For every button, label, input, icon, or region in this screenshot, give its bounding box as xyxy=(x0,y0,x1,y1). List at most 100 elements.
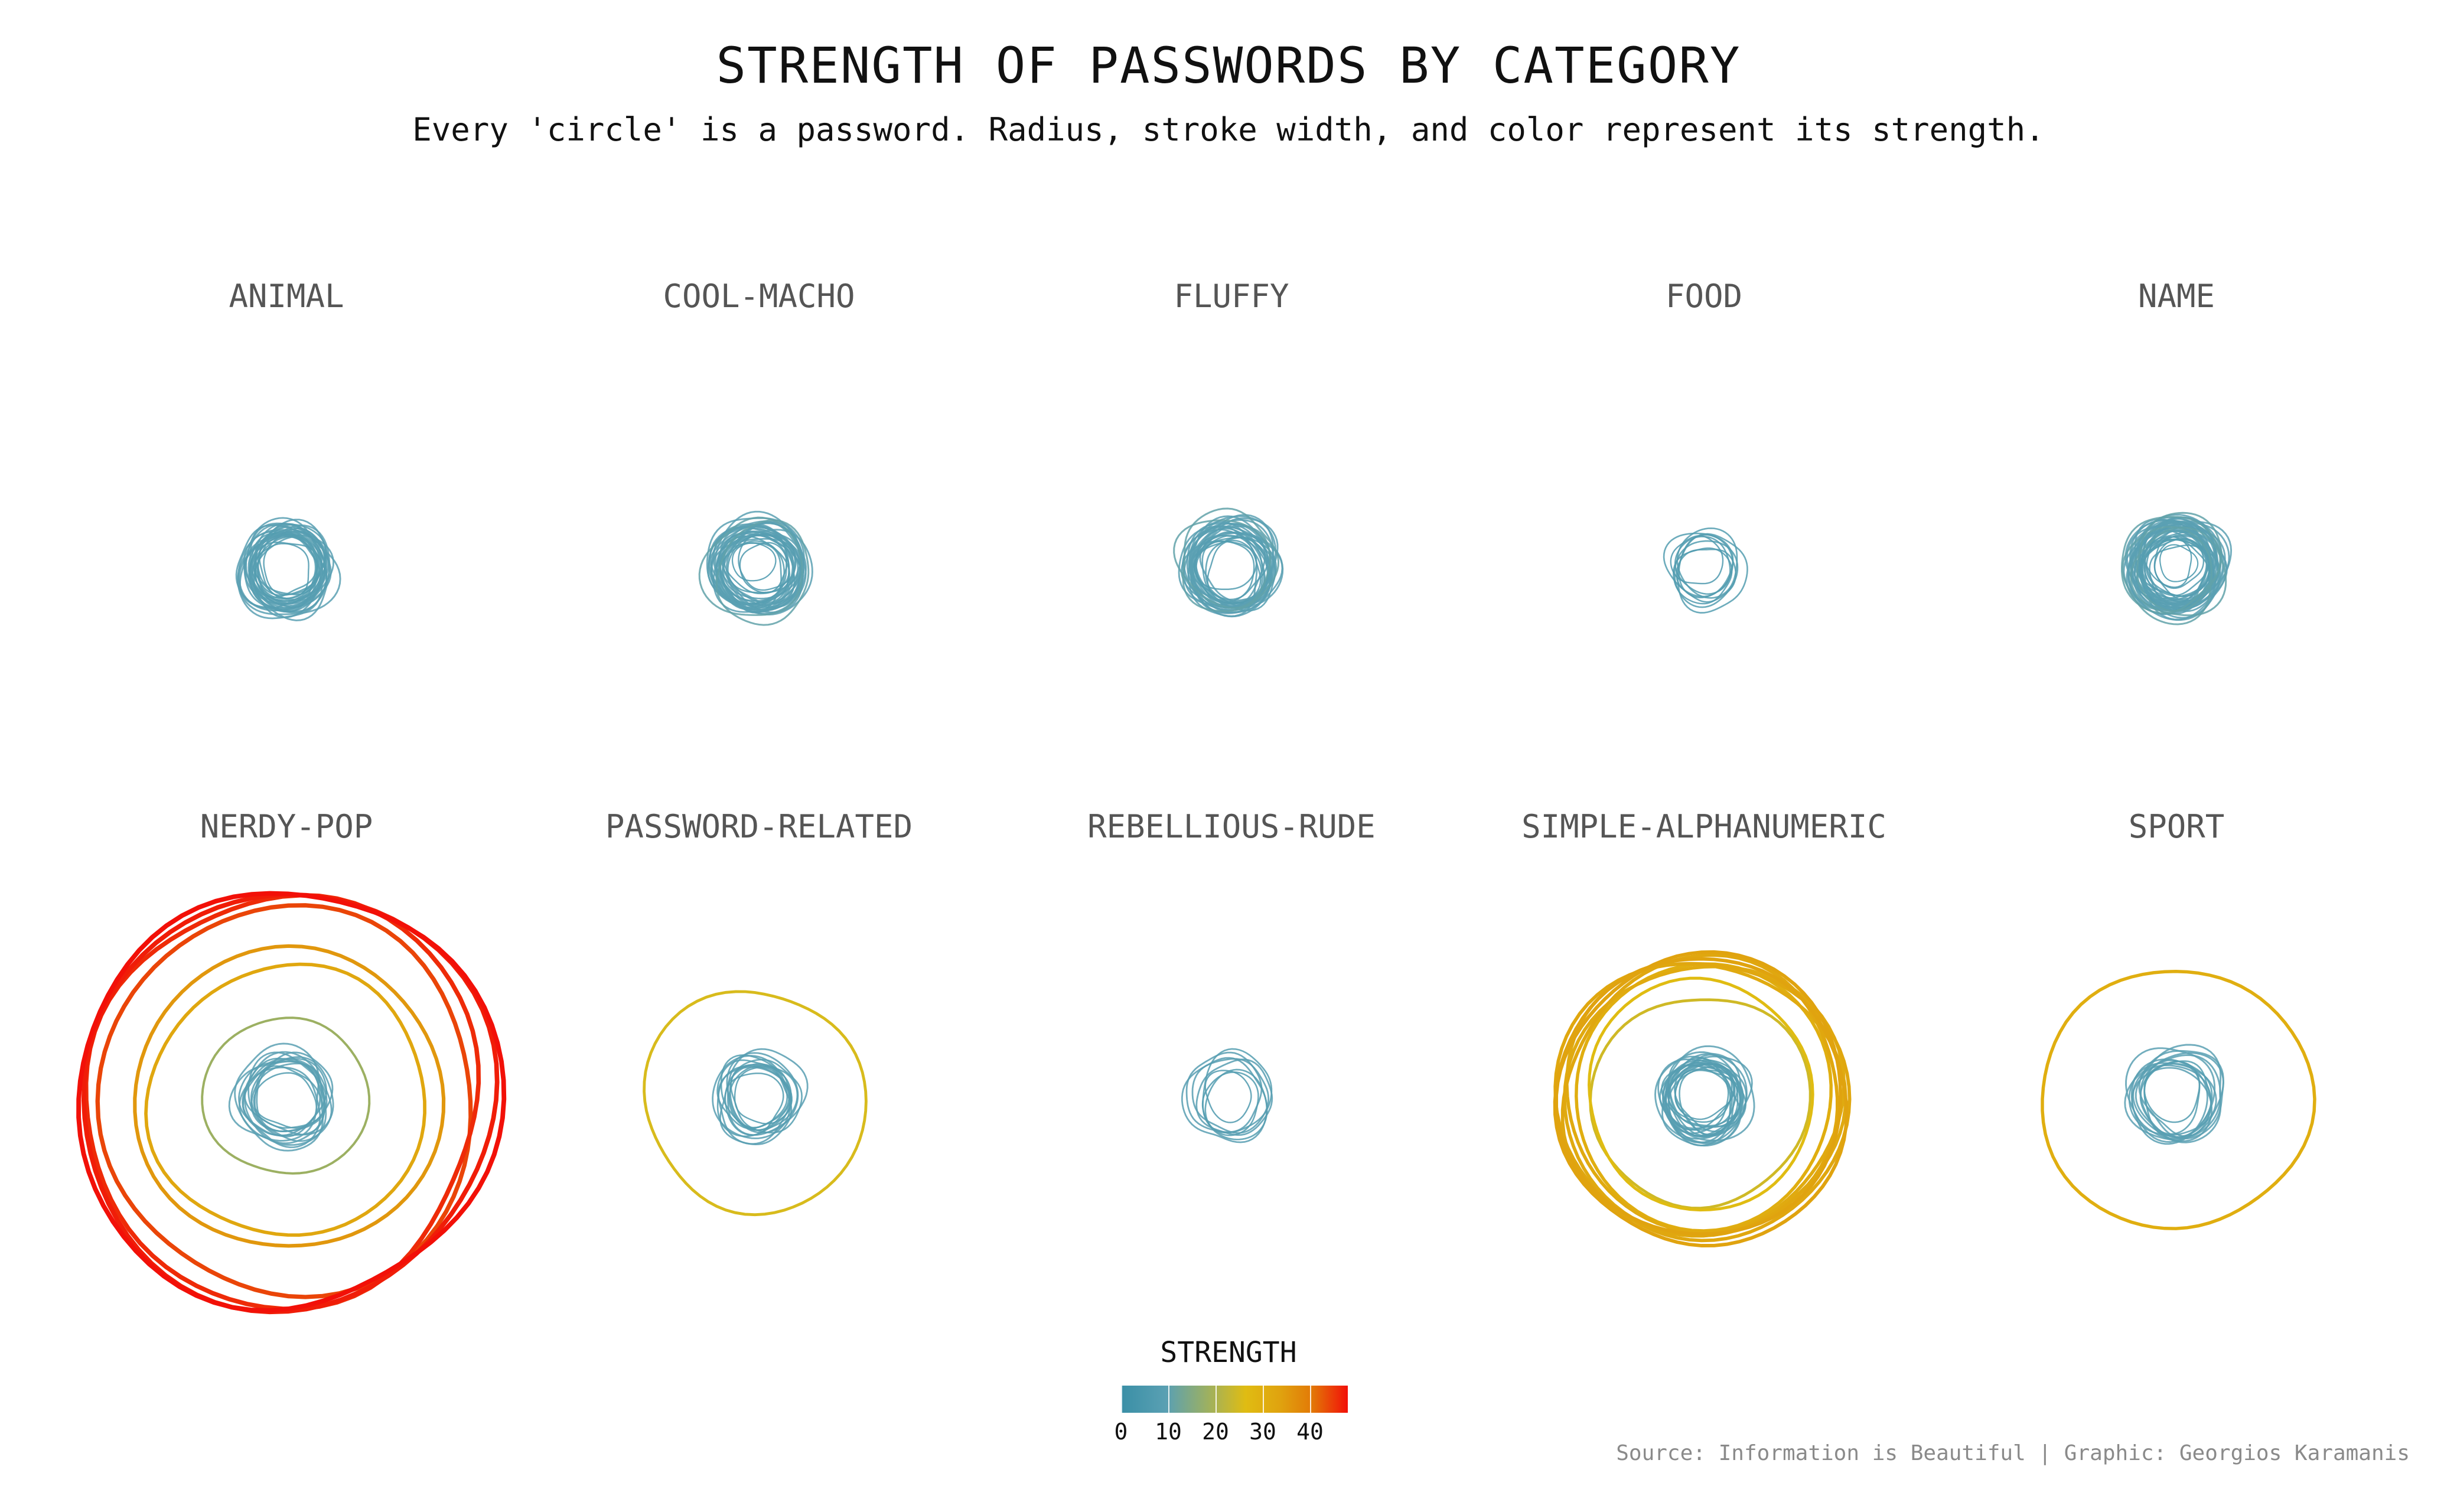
panel-nerdy-pop xyxy=(76,891,507,1315)
legend-tick-label: 40 xyxy=(1296,1419,1324,1445)
panel-simple-alphanumeric xyxy=(1553,950,1852,1247)
legend-tick-mark xyxy=(1310,1386,1311,1413)
password-circle xyxy=(712,1055,791,1139)
chart-title: STRENGTH OF PASSWORDS BY CATEGORY xyxy=(716,37,1741,94)
password-circle xyxy=(1664,1063,1736,1146)
panel-label-rebellious-rude: REBELLIOUS-RUDE xyxy=(1087,808,1376,845)
password-circle xyxy=(2131,1067,2212,1142)
password-circle xyxy=(2136,511,2223,612)
panel-name xyxy=(2120,511,2233,625)
password-circle xyxy=(739,542,788,594)
password-circle xyxy=(2130,526,2227,617)
panel-label-food: FOOD xyxy=(1665,278,1743,315)
password-circle xyxy=(133,944,446,1248)
password-circle xyxy=(228,1060,325,1145)
legend-tick-mark xyxy=(1263,1386,1264,1413)
password-circle xyxy=(2138,1050,2224,1140)
password-circle xyxy=(2144,529,2227,621)
panel-password-related xyxy=(643,990,868,1217)
password-circle xyxy=(2125,1047,2216,1143)
password-circle xyxy=(1202,1048,1273,1134)
password-circle xyxy=(1195,1058,1273,1136)
panel-cool-macho xyxy=(698,510,813,626)
password-circle xyxy=(247,1051,328,1132)
password-circle xyxy=(731,542,777,582)
panel-label-nerdy-pop: NERDY-POP xyxy=(200,808,373,845)
password-circle xyxy=(1173,519,1272,609)
password-circle xyxy=(643,990,868,1217)
password-circle xyxy=(1673,540,1739,608)
panel-label-fluffy: FLUFFY xyxy=(1174,278,1289,315)
password-circle xyxy=(1663,532,1734,598)
panel-label-cool-macho: COOL-MACHO xyxy=(663,278,855,315)
panel-food xyxy=(1663,527,1748,614)
password-circle xyxy=(2124,1054,2221,1140)
password-circle xyxy=(76,891,507,1313)
legend-tick-mark xyxy=(1168,1386,1169,1413)
legend-title: STRENGTH xyxy=(1160,1336,1297,1369)
panel-label-password-related: PASSWORD-RELATED xyxy=(605,808,913,845)
password-circle xyxy=(715,519,810,626)
panel-label-name: NAME xyxy=(2137,278,2215,315)
password-circle xyxy=(1575,962,1833,1233)
password-circle xyxy=(1670,535,1724,585)
panel-label-sport: SPORT xyxy=(2128,808,2225,845)
password-circle xyxy=(237,529,341,615)
source-caption: Source: Information is Beautiful | Graph… xyxy=(1616,1441,2410,1465)
legend-color-bar xyxy=(1121,1386,1348,1413)
password-circle xyxy=(245,530,334,609)
password-circle xyxy=(2120,516,2221,614)
password-circle xyxy=(2135,1044,2222,1143)
password-circle xyxy=(1657,1058,1742,1138)
panel-rebellious-rude xyxy=(1181,1048,1273,1143)
password-circle xyxy=(253,1058,327,1138)
password-circle xyxy=(707,522,805,611)
password-circle xyxy=(1677,533,1748,614)
password-circle xyxy=(239,1058,324,1152)
password-circle xyxy=(1676,548,1737,603)
password-circle xyxy=(720,1054,788,1129)
password-circle xyxy=(1204,1070,1252,1123)
panel-label-simple-alphanumeric: SIMPLE-ALPHANUMERIC xyxy=(1521,808,1886,845)
password-circle xyxy=(1588,976,1814,1212)
password-circle xyxy=(730,1058,803,1134)
password-circle xyxy=(2134,520,2233,612)
legend-tick-label: 20 xyxy=(1202,1419,1229,1445)
legend-tick-label: 10 xyxy=(1155,1419,1182,1445)
password-circle xyxy=(1662,1045,1755,1142)
password-circle xyxy=(201,1016,371,1175)
password-circle xyxy=(1676,527,1738,599)
panel-label-animal: ANIMAL xyxy=(229,278,344,315)
password-circle xyxy=(1185,1051,1263,1133)
password-circle xyxy=(698,516,803,616)
password-circle xyxy=(243,1051,327,1146)
password-circle xyxy=(1182,507,1280,612)
password-circle xyxy=(1181,1057,1268,1143)
password-circle xyxy=(1560,953,1839,1238)
password-circle xyxy=(1553,957,1849,1247)
password-circle xyxy=(250,524,331,621)
password-circle xyxy=(249,522,332,612)
legend-tick-mark xyxy=(1216,1386,1217,1413)
password-circle xyxy=(709,525,794,611)
password-circle xyxy=(708,526,803,611)
password-circle xyxy=(1181,540,1263,613)
password-circle xyxy=(719,1063,793,1145)
password-circle xyxy=(2122,526,2212,625)
password-circle xyxy=(253,1072,318,1129)
password-circle xyxy=(235,524,326,610)
password-circle xyxy=(719,520,807,608)
panel-sport xyxy=(2041,970,2316,1230)
password-circle xyxy=(242,1066,321,1148)
legend-tick-label: 0 xyxy=(1114,1419,1128,1445)
panel-animal xyxy=(235,517,341,621)
password-circle xyxy=(1565,962,1847,1234)
chart-subtitle: Every 'circle' is a password. Radius, st… xyxy=(412,111,2045,148)
password-circle xyxy=(2041,970,2316,1230)
legend-tick-label: 30 xyxy=(1249,1419,1276,1445)
panel-fluffy xyxy=(1173,507,1284,618)
password-circle xyxy=(234,1042,320,1142)
password-circle xyxy=(144,962,426,1237)
legend-tick-mark xyxy=(1121,1386,1122,1413)
